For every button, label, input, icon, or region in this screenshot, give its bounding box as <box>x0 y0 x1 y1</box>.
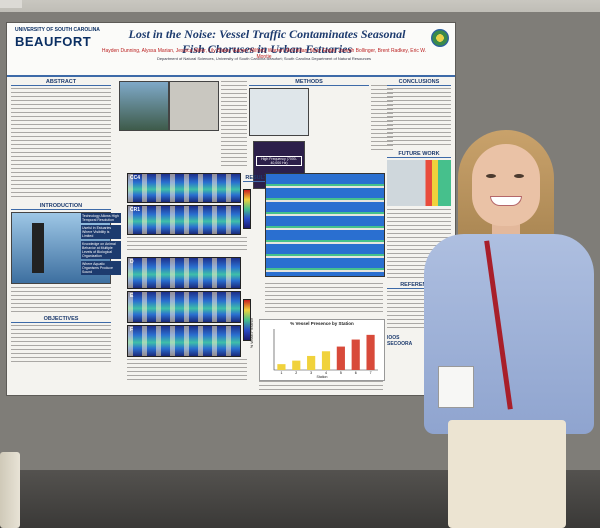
face <box>472 144 540 226</box>
presenter <box>418 130 600 528</box>
tick-label: 2 <box>295 371 297 375</box>
inset-label: High Frequency (7000-40,000 Hz) <box>256 156 302 166</box>
university-line: UNIVERSITY OF SOUTH CAROLINA <box>15 27 100 33</box>
ioos-logo: IOOS <box>387 335 400 341</box>
corner-tag <box>0 0 22 8</box>
bar-6 <box>351 339 360 370</box>
bar-5 <box>336 346 345 370</box>
smile <box>490 196 522 206</box>
tick-label: 1 <box>280 371 282 375</box>
column-left: ABSTRACT INTRODUCTION OBJECTIVES <box>11 79 111 365</box>
callout-2: Useful in Estuaries Where Visibility is … <box>81 225 121 239</box>
secoora-logo: SECOORA <box>387 341 413 347</box>
chart-ylabel: % Vessel Presence <box>250 317 254 348</box>
bar-1 <box>277 364 286 370</box>
column-right: CONCLUSIONS FUTURE WORK REFERENCES IOOS … <box>387 79 451 347</box>
chart-title: % Vessel Presence by Station <box>290 321 354 326</box>
trash-can <box>0 452 20 528</box>
spectrogram-grid <box>265 173 385 277</box>
tick-label: 4 <box>325 371 327 375</box>
tick-label: 7 <box>370 371 372 375</box>
objectives-text <box>11 325 111 365</box>
heading-references: REFERENCES <box>387 282 451 289</box>
map-photo <box>169 81 219 131</box>
heading-future-work: FUTURE WORK <box>387 151 451 158</box>
usc-beaufort-logo: UNIVERSITY OF SOUTH CAROLINA BEAUFORT <box>9 25 100 65</box>
spectrogram-label: CR1 <box>130 207 141 213</box>
callout-4: Where Aquatic Organisms Produce Sound <box>81 261 121 275</box>
spectrogram-cr1: CR1 <box>127 205 241 235</box>
poster-title: Lost in the Noise: Vessel Traffic Contam… <box>128 27 406 56</box>
name-badge <box>438 366 474 408</box>
right-eye <box>514 174 524 178</box>
spectrogram-label: F <box>130 327 134 333</box>
heading-conclusions: CONCLUSIONS <box>387 79 451 86</box>
intro-text <box>11 287 111 313</box>
seal-badge <box>431 29 449 47</box>
bar-4 <box>321 351 331 370</box>
vessel-presence-chart: % Vessel Presence by Station % Vessel Pr… <box>250 318 385 381</box>
spectrogram-e: E <box>127 291 241 323</box>
callout-3: Knowledge on Animal Behavior at Multiple… <box>81 241 121 259</box>
white-pants <box>448 420 566 528</box>
figure-caption-6 <box>127 359 247 381</box>
figure-caption-5 <box>127 237 247 251</box>
callout-1: Technology Allows High Temporal Resoluti… <box>81 213 121 223</box>
heading-results: RESULTS <box>243 175 273 182</box>
figure-caption-2 <box>221 81 247 167</box>
colorbar <box>243 189 251 229</box>
colorbar <box>243 299 251 341</box>
university-name: BEAUFORT <box>15 34 92 49</box>
heading-methods: METHODS <box>249 79 369 86</box>
heading-objectives: OBJECTIVES <box>11 316 111 323</box>
spectrogram-cc4: CC4 <box>127 173 241 203</box>
spectrogram-label: E <box>130 293 134 299</box>
researcher-photo <box>119 81 169 131</box>
left-eye <box>486 174 496 178</box>
tick-label: 5 <box>340 371 342 375</box>
chart-xlabel: Station <box>316 375 328 379</box>
conclusions-text <box>387 88 451 148</box>
bar-3 <box>307 355 316 370</box>
fish-illustration <box>387 160 451 206</box>
tick-label: 6 <box>355 371 357 375</box>
spectrogram-label: D <box>130 259 134 265</box>
heading-abstract: ABSTRACT <box>11 79 111 86</box>
chart-plot: 1 2 3 4 5 6 7 <box>273 329 378 375</box>
poster-affiliation: Department of Natural Sciences, Universi… <box>156 56 372 61</box>
bar-2 <box>292 360 301 370</box>
spectrogram-d: D <box>127 257 241 289</box>
callout-stack: Technology Allows High Temporal Resoluti… <box>81 213 121 275</box>
mooring-icon <box>32 223 44 273</box>
station-map <box>249 88 309 136</box>
heading-introduction: INTRODUCTION <box>11 203 111 210</box>
bar-7 <box>366 334 375 370</box>
figure-caption-7 <box>265 283 383 313</box>
poster-header: UNIVERSITY OF SOUTH CAROLINA BEAUFORT Lo… <box>7 23 455 77</box>
figure-caption-8 <box>259 381 383 393</box>
spectrogram-f: F <box>127 325 241 357</box>
tick-label: 3 <box>310 371 312 375</box>
poster-authors: Hayden Dunning, Alyssa Marian, Jessica M… <box>101 48 427 60</box>
spectrogram-label: CC4 <box>130 175 141 181</box>
abstract-text <box>11 88 111 200</box>
research-poster: UNIVERSITY OF SOUTH CAROLINA BEAUFORT Lo… <box>6 22 456 396</box>
